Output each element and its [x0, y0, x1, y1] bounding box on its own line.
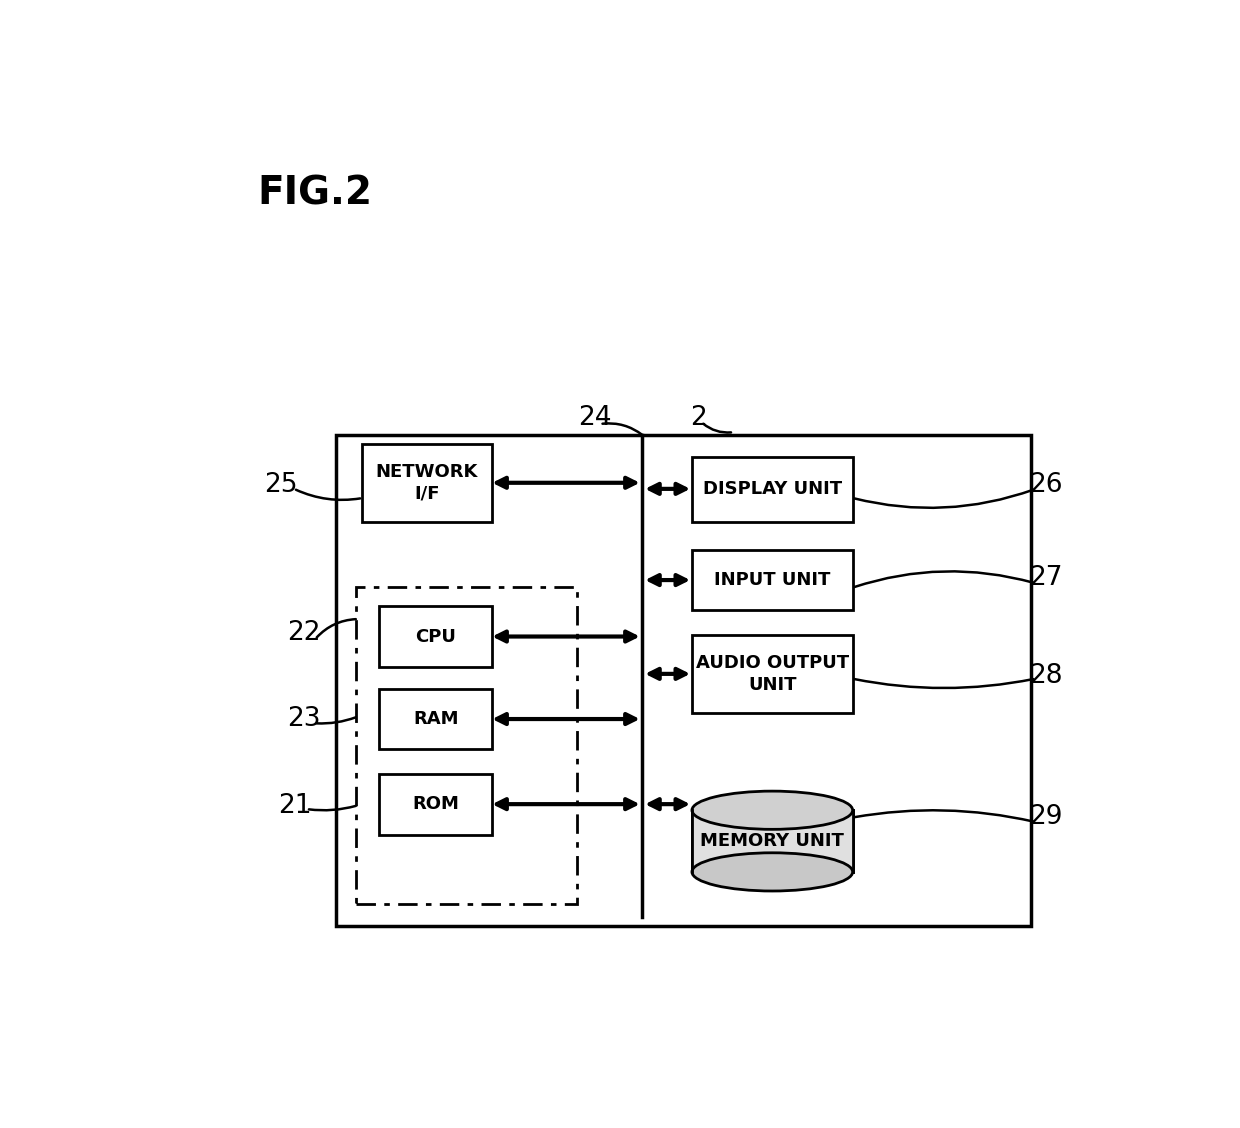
Text: CPU: CPU — [415, 627, 456, 645]
Text: RAM: RAM — [413, 710, 459, 728]
Bar — [692, 810, 853, 872]
Text: 21: 21 — [278, 793, 311, 819]
Bar — [692, 549, 853, 610]
Text: 24: 24 — [578, 405, 611, 431]
Text: 26: 26 — [1029, 472, 1063, 497]
Ellipse shape — [692, 791, 853, 829]
Text: INPUT UNIT: INPUT UNIT — [714, 571, 831, 589]
Ellipse shape — [692, 853, 853, 891]
Text: DISPLAY UNIT: DISPLAY UNIT — [703, 481, 842, 499]
Bar — [356, 587, 578, 904]
Bar — [692, 810, 853, 872]
Bar — [692, 635, 853, 713]
Bar — [379, 774, 492, 835]
Text: 29: 29 — [1029, 804, 1063, 830]
Text: 25: 25 — [264, 472, 298, 497]
Bar — [379, 688, 492, 749]
Text: 27: 27 — [1029, 565, 1063, 591]
Bar — [379, 606, 492, 667]
Bar — [336, 435, 1030, 926]
Text: NETWORK
I/F: NETWORK I/F — [376, 462, 479, 503]
Text: 2: 2 — [689, 405, 707, 431]
Text: AUDIO OUTPUT
UNIT: AUDIO OUTPUT UNIT — [696, 654, 849, 694]
Text: ROM: ROM — [412, 795, 459, 813]
Text: FIG.2: FIG.2 — [258, 175, 373, 212]
Text: 22: 22 — [286, 620, 320, 646]
Text: 23: 23 — [286, 706, 320, 732]
Text: 28: 28 — [1029, 662, 1063, 688]
Bar — [362, 443, 492, 522]
Text: MEMORY UNIT: MEMORY UNIT — [701, 832, 844, 851]
Bar — [692, 457, 853, 522]
